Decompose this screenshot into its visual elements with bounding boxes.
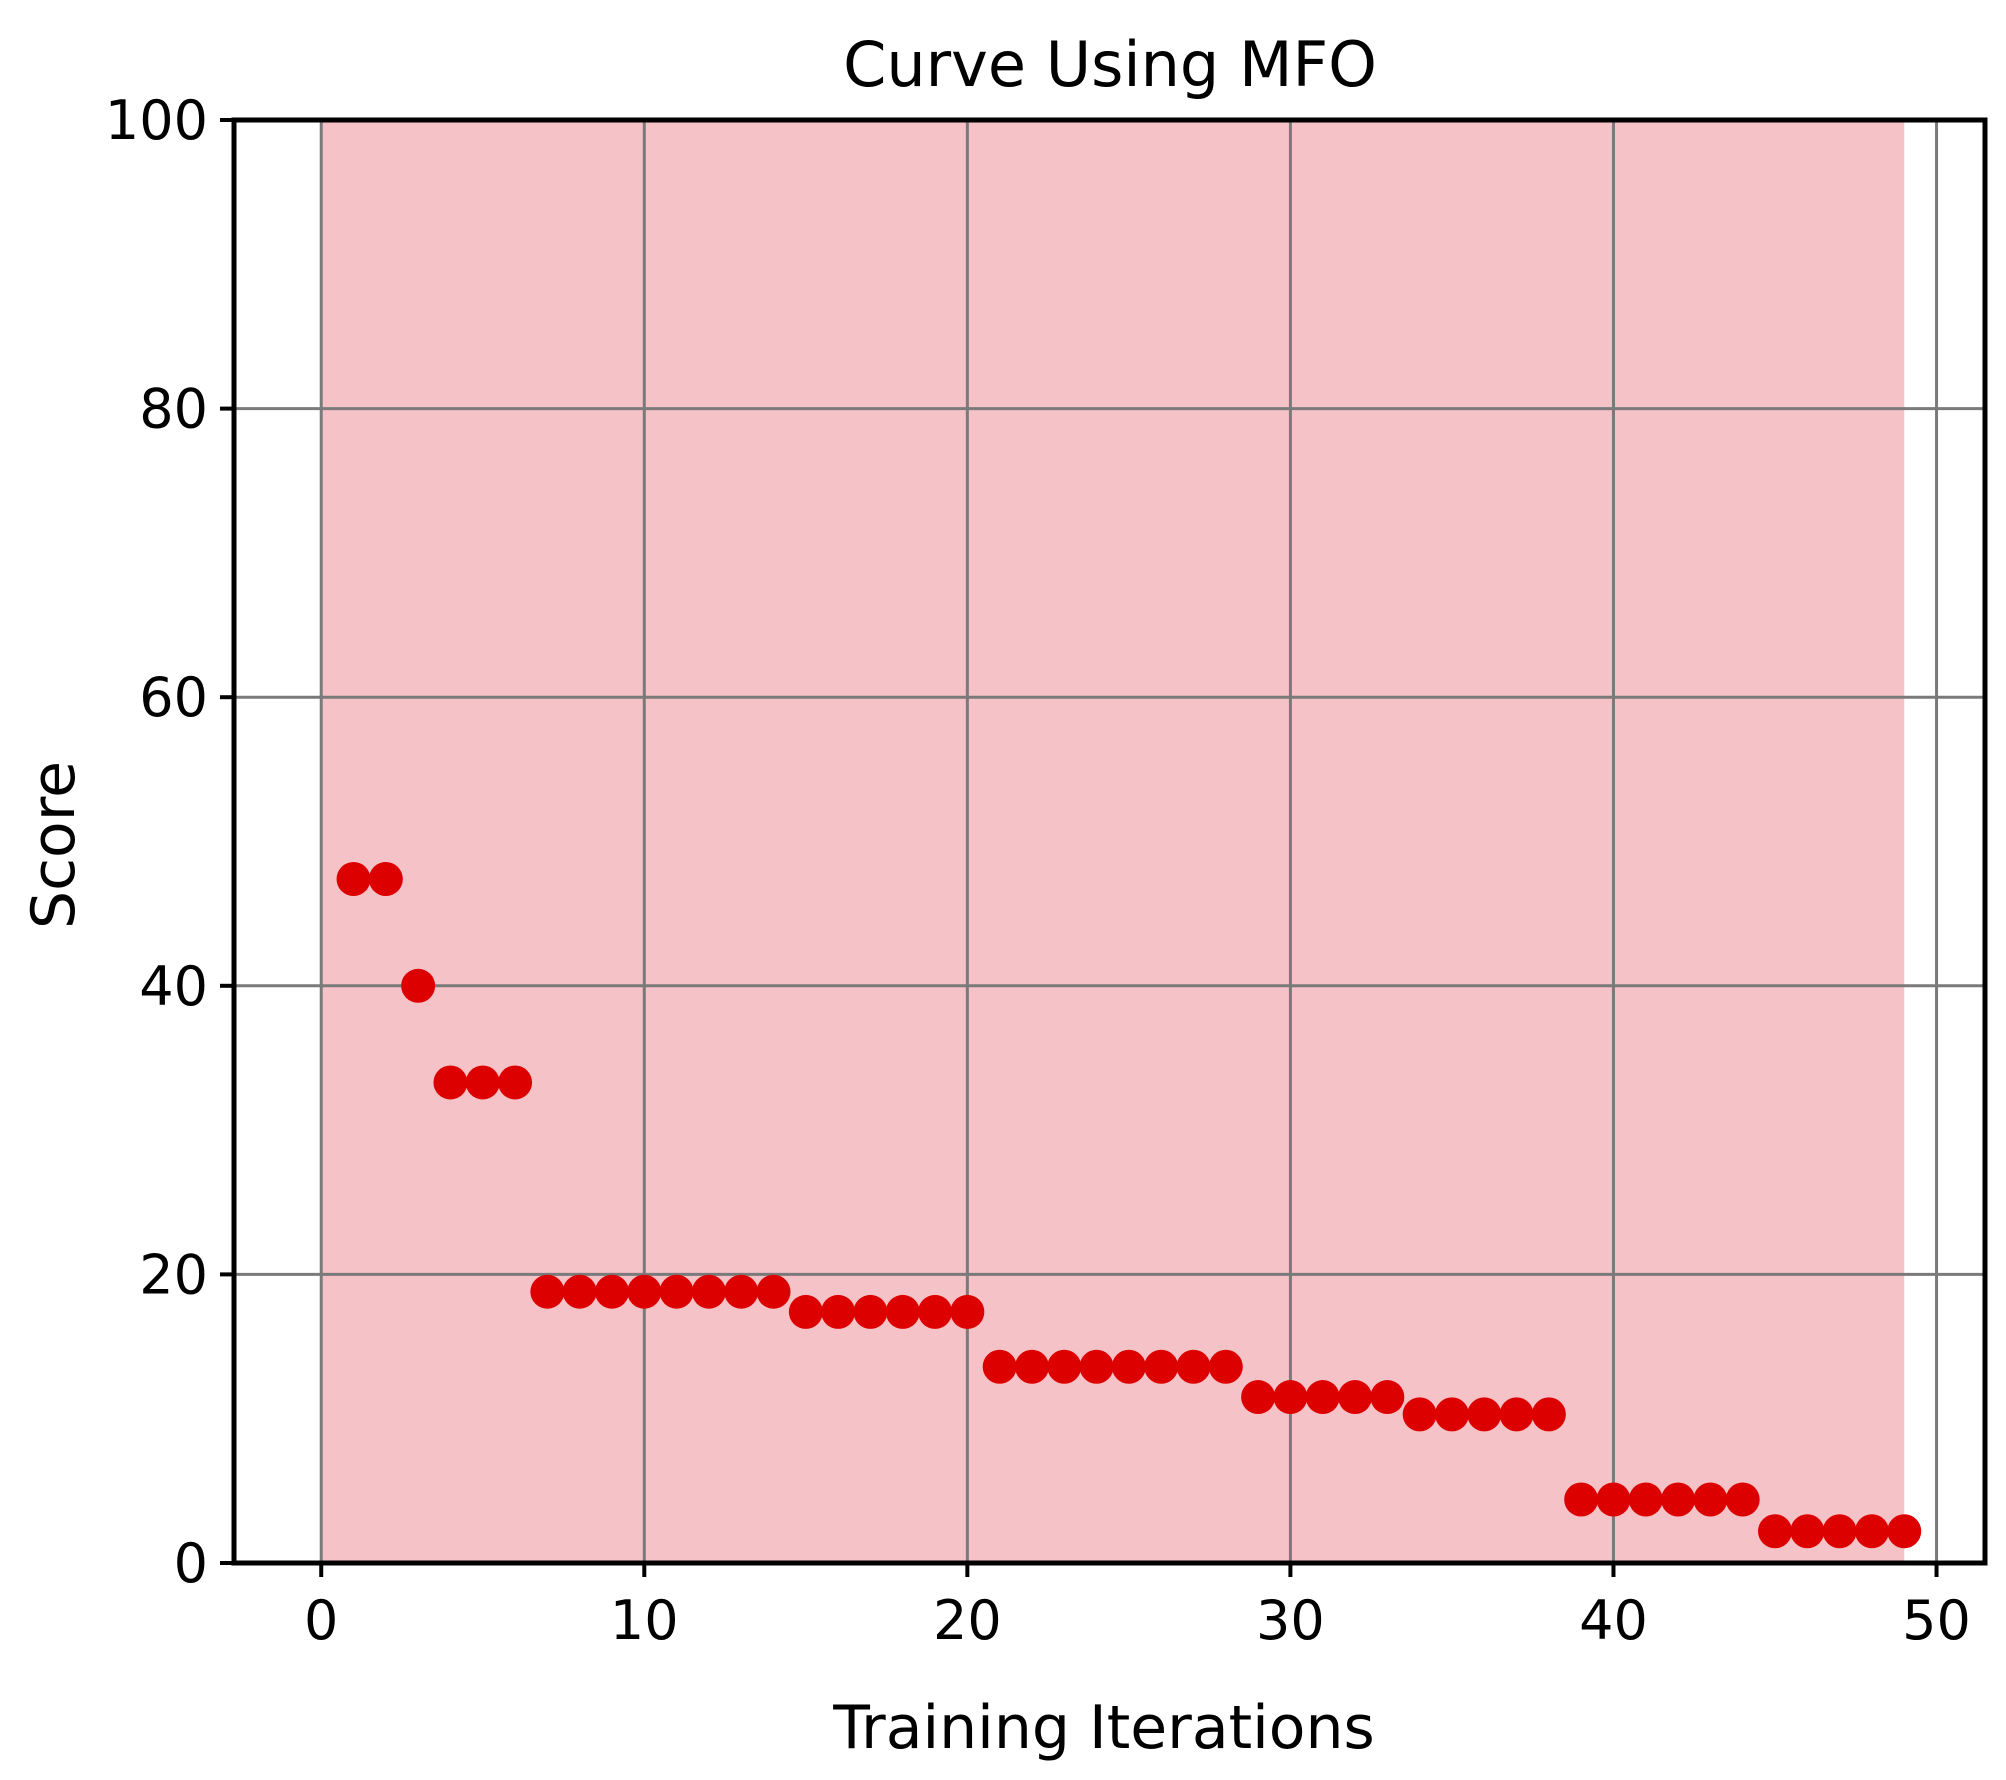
- data-point: [1338, 1380, 1373, 1415]
- data-point: [1661, 1482, 1696, 1517]
- x-tick-label: 10: [610, 1589, 679, 1652]
- y-axis-label: Score: [19, 761, 89, 929]
- data-point: [465, 1065, 500, 1100]
- y-tick-label: 40: [139, 955, 208, 1018]
- data-point: [950, 1294, 985, 1329]
- shaded-region: [321, 120, 1905, 1563]
- data-point: [885, 1294, 920, 1329]
- data-point: [1854, 1514, 1889, 1549]
- data-point: [627, 1274, 662, 1309]
- data-point: [691, 1274, 726, 1309]
- data-point: [562, 1274, 597, 1309]
- data-point: [918, 1294, 953, 1329]
- x-axis-ticks: 0 10 20 30 40 50: [304, 1563, 1971, 1652]
- data-point: [1402, 1397, 1437, 1432]
- y-tick-label: 100: [105, 89, 208, 152]
- data-point: [982, 1349, 1017, 1384]
- data-point: [498, 1065, 533, 1100]
- x-tick-label: 30: [1256, 1589, 1325, 1652]
- y-tick-label: 0: [174, 1532, 208, 1595]
- data-point: [1467, 1397, 1502, 1432]
- data-point: [1370, 1380, 1405, 1415]
- data-point: [368, 862, 403, 897]
- axes-frame: [231, 117, 1988, 1566]
- data-point: [1176, 1349, 1211, 1384]
- data-point: [1273, 1380, 1308, 1415]
- data-point: [1499, 1397, 1534, 1432]
- data-point: [336, 862, 371, 897]
- y-axis-ticks: 0 20 40 60 80 100: [105, 89, 234, 1595]
- x-tick-label: 20: [933, 1589, 1002, 1652]
- data-point: [1014, 1349, 1049, 1384]
- data-point: [1047, 1349, 1082, 1384]
- data-point: [1531, 1397, 1566, 1432]
- data-point: [1434, 1397, 1469, 1432]
- data-point: [1596, 1482, 1631, 1517]
- data-point: [594, 1274, 629, 1309]
- data-point: [1790, 1514, 1825, 1549]
- data-point: [1758, 1514, 1793, 1549]
- data-point: [1564, 1482, 1599, 1517]
- data-point: [659, 1274, 694, 1309]
- data-point: [1822, 1514, 1857, 1549]
- y-tick-label: 20: [139, 1243, 208, 1306]
- x-tick-label: 50: [1902, 1589, 1971, 1652]
- data-point: [1693, 1482, 1728, 1517]
- data-point: [433, 1065, 468, 1100]
- y-tick-label: 80: [139, 378, 208, 441]
- data-point: [1241, 1380, 1276, 1415]
- data-point: [401, 968, 436, 1003]
- data-point: [1144, 1349, 1179, 1384]
- data-point: [756, 1274, 791, 1309]
- data-point: [1305, 1380, 1340, 1415]
- grid-lines: [234, 118, 1985, 1565]
- data-point: [1725, 1482, 1760, 1517]
- data-point: [1079, 1349, 1114, 1384]
- chart-title: Curve Using MFO: [843, 28, 1377, 101]
- data-points: [336, 862, 1922, 1549]
- y-tick-label: 60: [139, 666, 208, 729]
- data-point: [1628, 1482, 1663, 1517]
- data-point: [1887, 1514, 1922, 1549]
- x-tick-label: 40: [1579, 1589, 1648, 1652]
- data-point: [1208, 1349, 1243, 1384]
- x-tick-label: 0: [304, 1589, 338, 1652]
- data-point: [1111, 1349, 1146, 1384]
- data-point: [788, 1294, 823, 1329]
- x-axis-label: Training Iterations: [832, 1693, 1375, 1763]
- data-point: [821, 1294, 856, 1329]
- data-point: [853, 1294, 888, 1329]
- data-point: [530, 1274, 565, 1309]
- data-point: [724, 1274, 759, 1309]
